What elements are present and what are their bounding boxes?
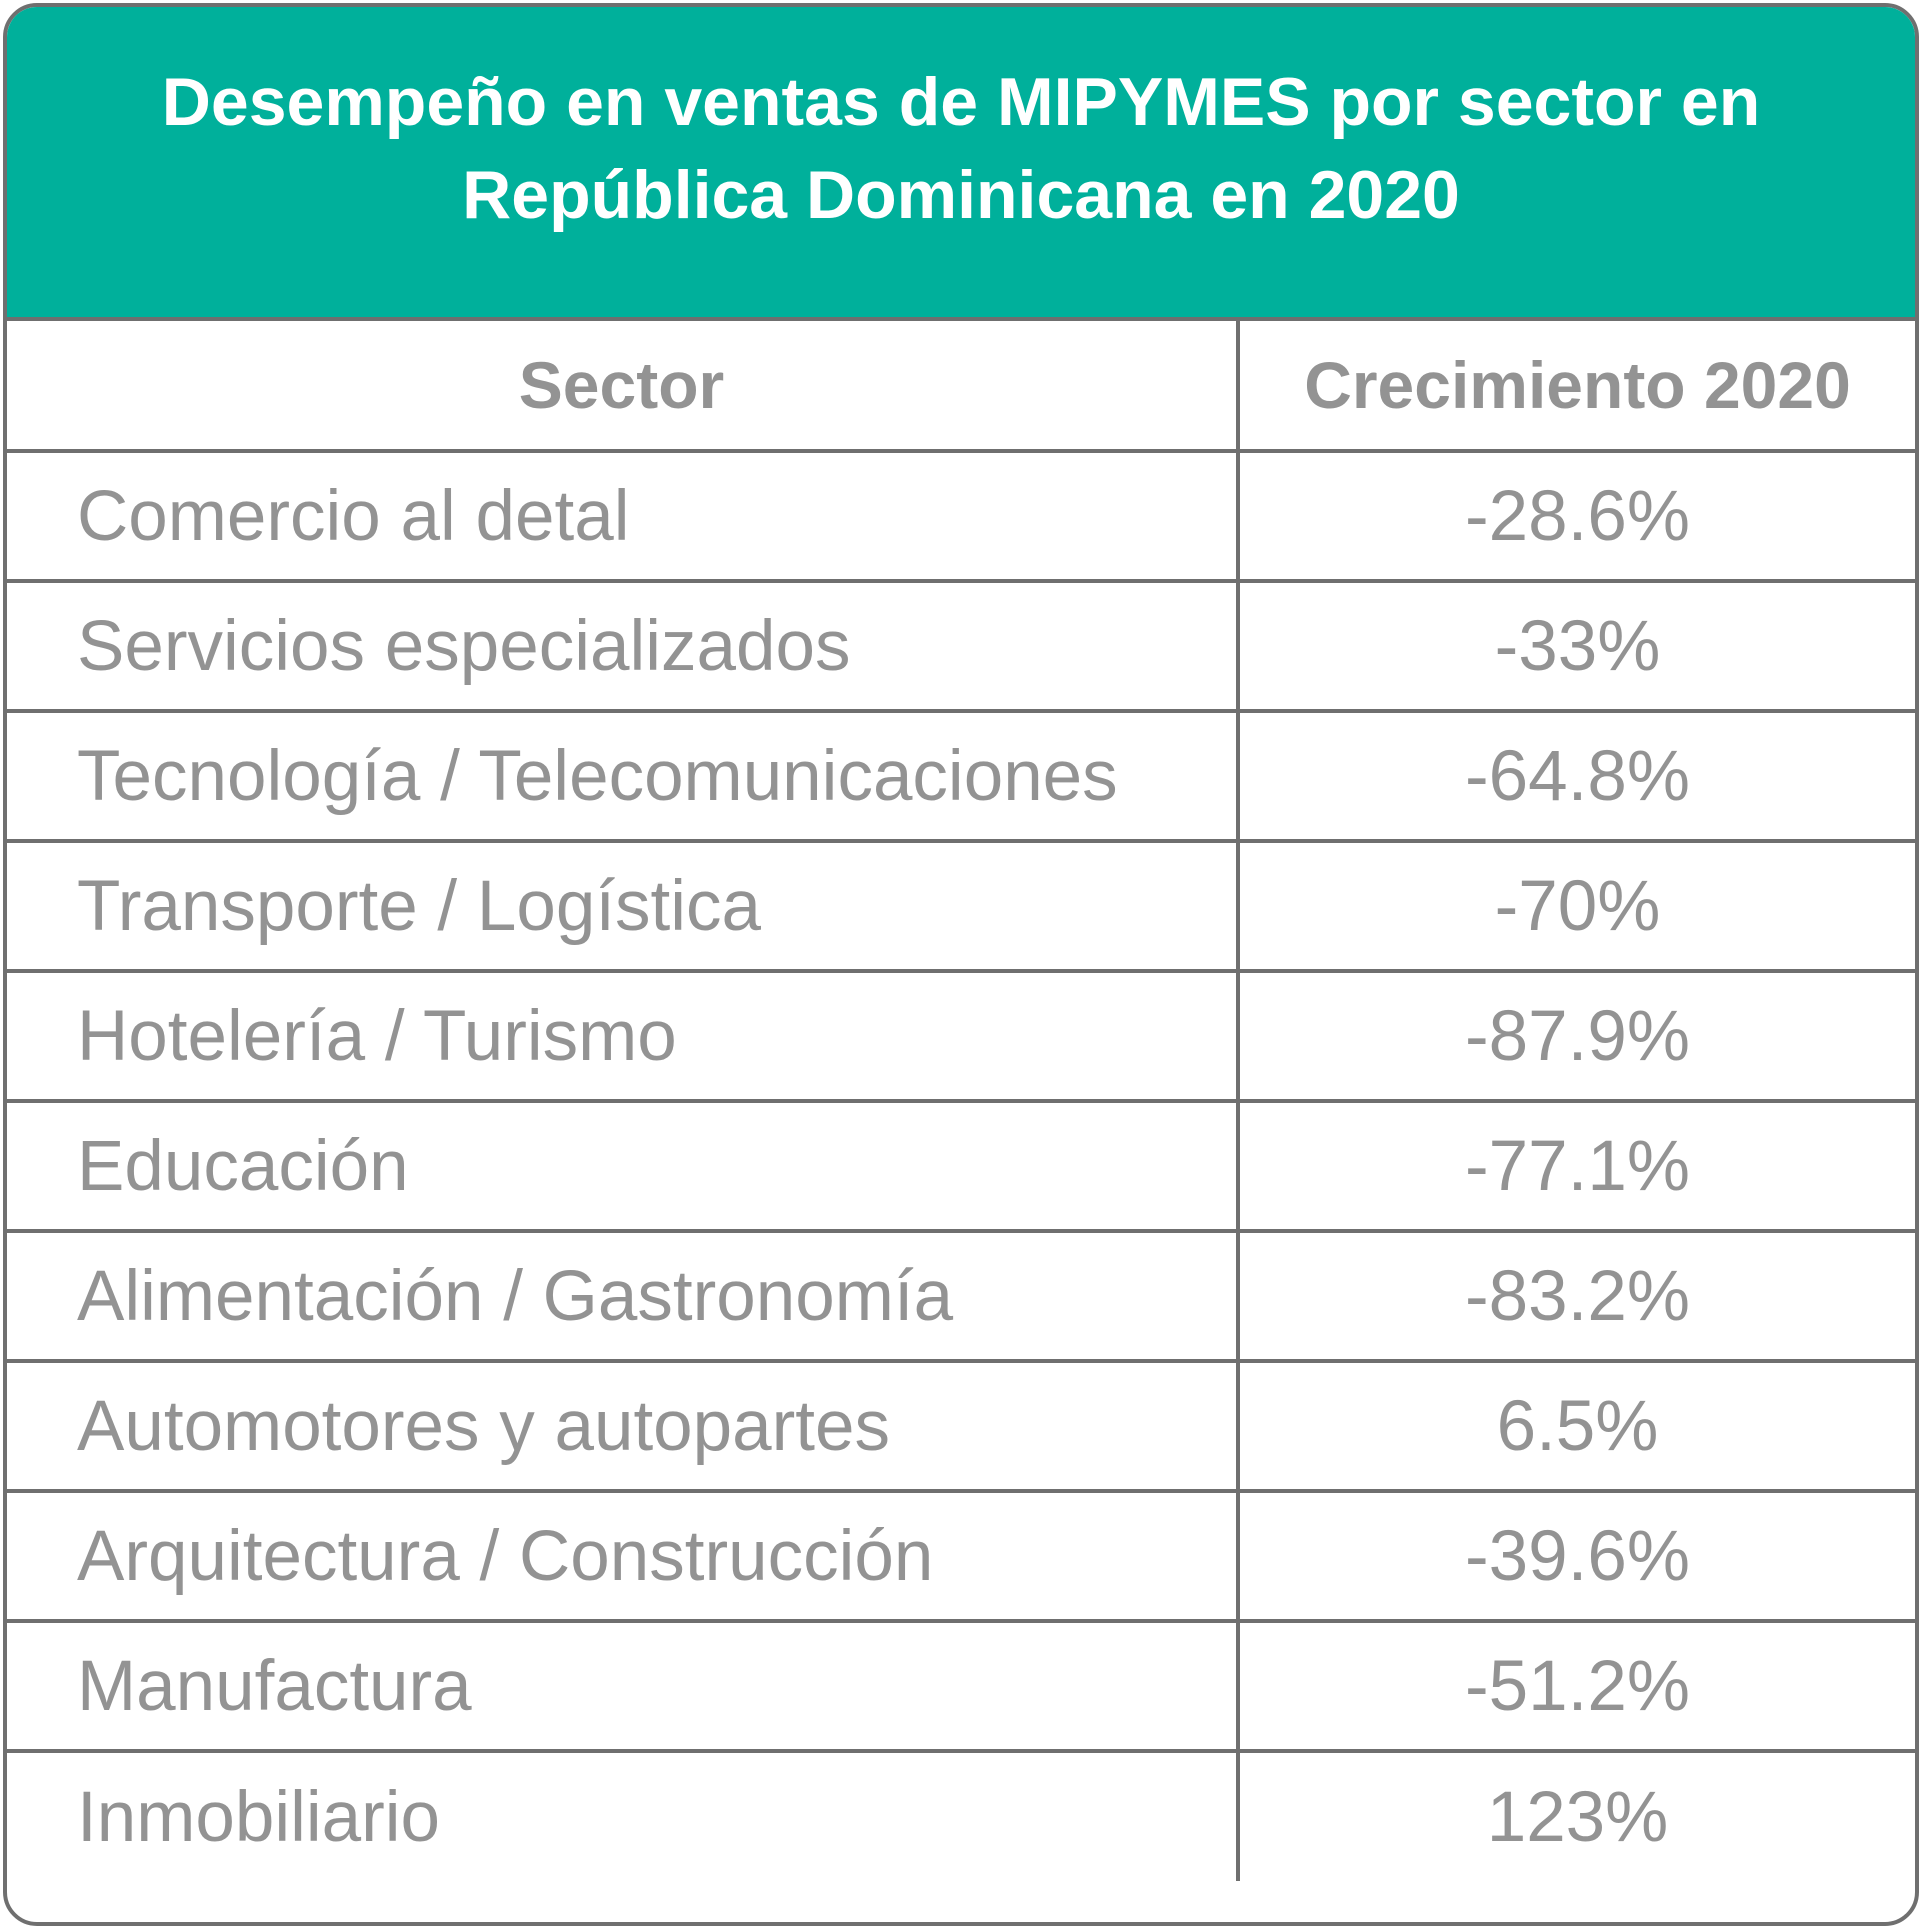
table-row: Inmobiliario 123% — [7, 1751, 1915, 1881]
sector-cell: Comercio al detal — [7, 451, 1240, 583]
header-row: Sector Crecimiento 2020 — [7, 321, 1915, 453]
table-row: Manufactura -51.2% — [7, 1621, 1915, 1753]
column-header-sector: Sector — [7, 321, 1240, 453]
data-table: Sector Crecimiento 2020 Comercio al deta… — [7, 321, 1915, 1881]
growth-cell: -87.9% — [1238, 971, 1915, 1103]
growth-cell: 123% — [1486, 1777, 1669, 1857]
sector-cell: Automotores y autopartes — [7, 1361, 1240, 1493]
table-row: Tecnología / Telecomunicaciones -64.8% — [7, 711, 1915, 843]
title-line: República Dominicana en 2020 — [462, 157, 1460, 233]
growth-cell: -77.1% — [1238, 1101, 1915, 1233]
table-row: Servicios especializados -33% — [7, 581, 1915, 713]
table-row: Educación -77.1% — [7, 1101, 1915, 1233]
growth-cell: -70% — [1238, 841, 1915, 973]
table-title: Desempeño en ventas de MIPYMES por secto… — [101, 56, 1821, 268]
title-bar: Desempeño en ventas de MIPYMES por secto… — [7, 7, 1915, 321]
table-row: Comercio al detal -28.6% — [7, 451, 1915, 583]
table-row: Transporte / Logística -70% — [7, 841, 1915, 973]
growth-cell: -51.2% — [1238, 1621, 1915, 1753]
title-line: Desempeño en ventas de MIPYMES por secto… — [161, 64, 1761, 140]
sector-cell: Inmobiliario — [7, 1751, 1240, 1881]
table-row: Automotores y autopartes 6.5% — [7, 1361, 1915, 1493]
table-row: Arquitectura / Construcción -39.6% — [7, 1491, 1915, 1623]
growth-cell: -39.6% — [1238, 1491, 1915, 1623]
sector-cell: Tecnología / Telecomunicaciones — [7, 711, 1240, 843]
table-body: Comercio al detal -28.6% Servicios especia… — [7, 451, 1915, 1881]
sector-cell: Educación — [7, 1101, 1240, 1233]
growth-cell: -83.2% — [1238, 1231, 1915, 1363]
growth-cell: -28.6% — [1238, 451, 1915, 583]
column-header-growth: Crecimiento 2020 — [1238, 321, 1915, 453]
sector-cell: Alimentación / Gastronomía — [7, 1231, 1240, 1363]
sector-cell: Servicios especializados — [7, 581, 1240, 713]
growth-cell: -33% — [1238, 581, 1915, 713]
growth-cell: 6.5% — [1238, 1361, 1915, 1493]
sector-cell: Manufactura — [7, 1621, 1240, 1753]
table-row: Alimentación / Gastronomía -83.2% — [7, 1231, 1915, 1363]
table-row: Hotelería / Turismo -87.9% — [7, 971, 1915, 1103]
sector-cell: Arquitectura / Construcción — [7, 1491, 1240, 1623]
sector-cell: Hotelería / Turismo — [7, 971, 1240, 1103]
growth-cell: -64.8% — [1238, 711, 1915, 843]
sector-cell: Transporte / Logística — [7, 841, 1240, 973]
table-card: Desempeño en ventas de MIPYMES por secto… — [3, 3, 1919, 1926]
